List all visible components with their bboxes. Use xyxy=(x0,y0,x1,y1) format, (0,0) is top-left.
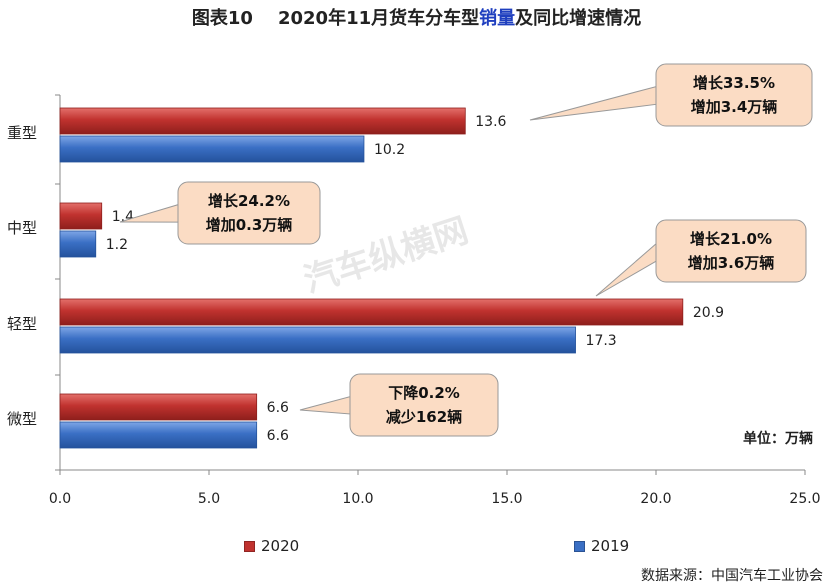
source-label: 数据来源：中国汽车工业协会 xyxy=(641,568,823,584)
callout-seam xyxy=(179,205,182,222)
callout-pointer xyxy=(595,241,659,297)
callout-line1: 增长21.0% xyxy=(690,230,772,248)
data-label: 17.3 xyxy=(586,333,617,349)
bar-2019 xyxy=(59,326,576,354)
callout-box xyxy=(349,373,499,437)
bar-2019 xyxy=(59,421,258,449)
chart-title: 图表10 2020年11月货车分车型销量及同比增速情况 xyxy=(0,4,833,30)
legend-swatch-2019 xyxy=(574,540,585,552)
title-highlight: 销量 xyxy=(479,8,516,29)
legend-item-2020: 2020 xyxy=(244,537,299,555)
legend-label-2020: 2020 xyxy=(261,537,300,555)
callout-line2: 增加0.3万辆 xyxy=(206,216,293,234)
callout: 增长33.5% 增加3.4万辆 xyxy=(529,63,813,127)
x-tick-label: 20.0 xyxy=(640,491,671,507)
x-tick-label: 25.0 xyxy=(789,491,820,507)
category-label: 轻型 xyxy=(7,315,37,333)
legend-swatch-2020 xyxy=(244,540,255,552)
title-part1: 2020年11月货车分车型 xyxy=(277,8,480,29)
category-label: 中型 xyxy=(7,219,37,237)
callout-seam xyxy=(351,397,354,414)
bar-2019 xyxy=(59,230,97,258)
x-tick-label: 5.0 xyxy=(198,491,220,507)
title-prefix: 图表10 xyxy=(191,8,253,29)
data-label: 1.2 xyxy=(106,237,128,253)
category-label: 重型 xyxy=(7,124,37,142)
x-tick-label: 0.0 xyxy=(49,491,71,507)
callout-box xyxy=(655,63,813,127)
callout-pointer xyxy=(529,85,659,121)
callout-line2: 增加3.4万辆 xyxy=(691,98,778,116)
callout-box xyxy=(177,181,321,245)
callout-box xyxy=(655,219,807,283)
data-label: 10.2 xyxy=(374,142,405,158)
callout-seam xyxy=(657,87,660,104)
unit-label: 单位：万辆 xyxy=(743,431,813,447)
data-label: 20.9 xyxy=(693,305,724,321)
category-label: 微型 xyxy=(7,410,37,428)
callout-line1: 下降0.2% xyxy=(388,384,460,402)
callout-line2: 减少162辆 xyxy=(386,408,462,426)
callout: 下降0.2% 减少162辆 xyxy=(299,373,499,437)
x-tick-label: 10.0 xyxy=(342,491,373,507)
data-label: 6.6 xyxy=(267,428,289,444)
data-label: 6.6 xyxy=(267,400,289,416)
bar-2020 xyxy=(59,202,103,230)
callout-line1: 增长24.2% xyxy=(208,192,290,210)
callout: 增长21.0% 增加3.6万辆 xyxy=(595,219,807,297)
x-tick-label: 15.0 xyxy=(491,491,522,507)
bar-2020 xyxy=(59,298,684,326)
bar-2020 xyxy=(59,393,258,421)
bar-2020 xyxy=(59,107,466,135)
bar-2019 xyxy=(59,135,365,163)
data-label: 1.4 xyxy=(112,209,134,225)
title-part2: 及同比增速情况 xyxy=(515,8,642,29)
callout-pointer xyxy=(299,395,353,415)
legend-item-2019: 2019 xyxy=(574,537,629,555)
callout-seam xyxy=(657,243,660,260)
legend-label-2019: 2019 xyxy=(591,537,630,555)
callout-line2: 增加3.6万辆 xyxy=(688,254,775,272)
data-label: 13.6 xyxy=(475,114,506,130)
callout: 增长24.2% 增加0.3万辆 xyxy=(119,181,321,245)
callout-line1: 增长33.5% xyxy=(693,74,775,92)
